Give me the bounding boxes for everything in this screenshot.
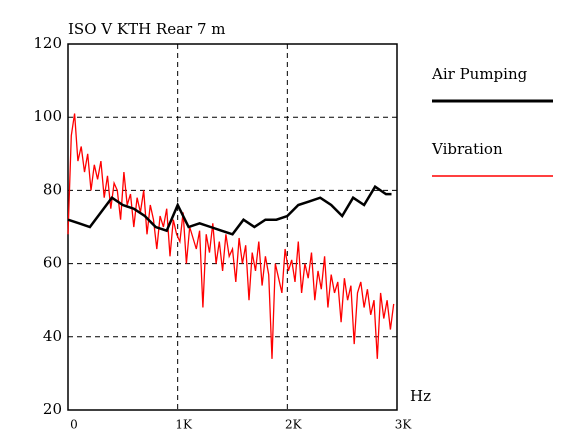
x-tick-label: 2K xyxy=(285,418,303,432)
legend-label: Vibration xyxy=(431,140,503,158)
plot-frame xyxy=(67,43,398,411)
legend-label: Air Pumping xyxy=(431,65,528,83)
y-tick-label: 20 xyxy=(43,400,62,418)
y-tick-label: 40 xyxy=(43,327,62,345)
y-tick-label: 60 xyxy=(43,254,62,272)
x-axis-label: Hz xyxy=(410,387,431,405)
y-tick-label: 120 xyxy=(33,34,62,52)
y-tick-label: 100 xyxy=(33,107,62,125)
x-tick-label: 3K xyxy=(395,418,413,432)
chart-title: ISO V KTH Rear 7 m xyxy=(68,20,226,38)
x-tick-label: 1K xyxy=(175,418,193,432)
series-line xyxy=(67,184,392,236)
series-line xyxy=(67,113,395,359)
x-tick-label: 0 xyxy=(70,418,78,432)
y-tick-label: 80 xyxy=(43,180,62,198)
